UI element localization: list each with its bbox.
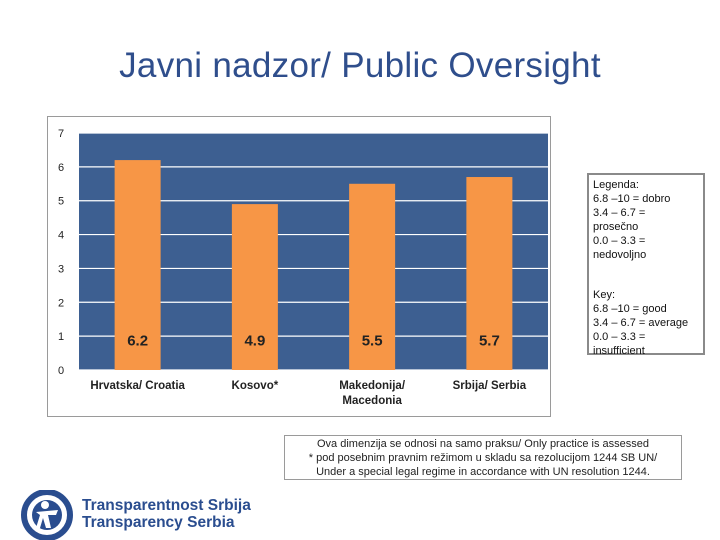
organization-logo: Transparentnost Srbija Transparency Serb… xyxy=(18,490,278,540)
legend-line: nedovoljno xyxy=(593,249,647,261)
bar-chart: 0 1 2 3 4 5 6 7 6.2 Hrvatska/ Croatia 4.9 Kosovo* 5.… xyxy=(47,116,551,417)
footnote-line: Ova dimenzija se odnosi na samo praksu/ … xyxy=(317,438,649,450)
data-label: 5.7 xyxy=(479,333,500,350)
legend-box: Legenda: 6.8 –10 = dobro 3.4 – 6.7 = pro… xyxy=(587,173,705,357)
x-category-label: Makedonija/ xyxy=(339,380,406,392)
footnote-line: * pod posebnim pravnim režimom u skladu … xyxy=(308,452,658,464)
y-tick-label: 1 xyxy=(58,331,64,343)
data-label: 4.9 xyxy=(244,333,265,350)
legend-spacer xyxy=(593,262,699,288)
bar xyxy=(466,177,513,370)
legend-line: 0.0 – 3.3 = xyxy=(593,331,646,343)
x-category-label: Macedonia xyxy=(342,395,402,407)
legend-line: 6.8 –10 = good xyxy=(593,303,667,315)
logo-emblem-icon xyxy=(21,490,73,540)
footnote-line: Under a special legal regime in accordan… xyxy=(316,466,650,478)
legend-line: 3.4 – 6.7 = average xyxy=(593,317,689,329)
legend-line: 6.8 –10 = dobro xyxy=(593,193,671,205)
bar xyxy=(349,183,396,370)
chart-svg: 0 1 2 3 4 5 6 7 6.2 Hrvatska/ Croatia 4.9 Kosovo* 5.… xyxy=(58,128,548,407)
footnote-box: Ova dimenzija se odnosi na samo praksu/ … xyxy=(284,435,682,480)
legend-line: insufficient xyxy=(593,345,645,357)
y-tick-label: 2 xyxy=(58,297,64,309)
legend-heading-english: Key: xyxy=(593,289,616,301)
slide-title: Javni nadzor/ Public Oversight xyxy=(119,46,601,85)
logo-text-line2: Transparency Serbia xyxy=(82,514,235,531)
logo-text: Transparentnost Srbija Transparency Serb… xyxy=(82,497,251,531)
data-label: 6.2 xyxy=(127,333,148,350)
data-label: 5.5 xyxy=(362,333,383,350)
legend-line: 0.0 – 3.3 = xyxy=(593,235,646,247)
bar xyxy=(231,204,278,370)
y-tick-label: 6 xyxy=(58,162,64,174)
bar xyxy=(114,160,161,370)
legend-heading-local: Legenda: xyxy=(593,179,639,191)
legend-line: 3.4 – 6.7 = xyxy=(593,207,646,219)
y-tick-label: 0 xyxy=(58,365,64,377)
legend-line: prosečno xyxy=(593,221,639,233)
y-tick-label: 7 xyxy=(58,128,64,140)
logo-text-line1: Transparentnost Srbija xyxy=(82,497,251,514)
x-category-label: Kosovo* xyxy=(232,380,279,392)
y-tick-label: 5 xyxy=(58,196,64,208)
y-tick-label: 4 xyxy=(58,230,64,242)
y-tick-label: 3 xyxy=(58,263,64,275)
x-category-label: Hrvatska/ Croatia xyxy=(90,380,185,392)
x-category-label: Srbija/ Serbia xyxy=(453,380,527,392)
